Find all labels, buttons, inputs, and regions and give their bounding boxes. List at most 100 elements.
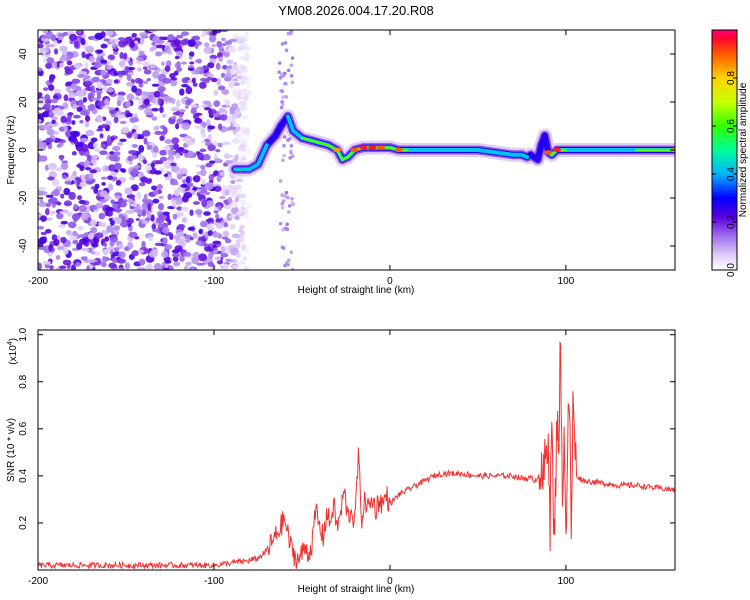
noise-speck xyxy=(100,43,108,49)
spectrogram-ridge xyxy=(228,109,675,177)
noise-speck xyxy=(60,193,65,199)
noise-speck xyxy=(128,149,137,155)
noise-speck xyxy=(40,215,47,222)
noise-speck xyxy=(154,51,163,57)
noise-speck xyxy=(79,120,84,124)
noise-speck xyxy=(63,94,69,102)
noise-speck xyxy=(159,88,164,96)
noise-speck xyxy=(194,43,199,49)
noise-speck xyxy=(138,50,145,56)
noise-speck xyxy=(78,234,87,239)
noise-speck xyxy=(50,210,56,216)
noise-speck xyxy=(96,92,102,100)
noise-speck xyxy=(72,103,78,110)
noise-speck xyxy=(99,198,107,203)
noise-speck xyxy=(60,236,67,244)
noise-speck xyxy=(231,88,240,97)
noise-speck xyxy=(229,224,236,230)
noise-speck xyxy=(38,141,44,148)
noise-speck xyxy=(118,267,125,270)
noise-speck xyxy=(181,31,190,36)
noise-speck xyxy=(284,95,289,99)
noise-speck xyxy=(138,249,144,254)
noise-speck xyxy=(101,182,106,186)
noise-speck xyxy=(174,62,182,69)
noise-speck xyxy=(223,222,229,228)
noise-speck xyxy=(175,170,181,175)
noise-speck xyxy=(174,55,180,60)
noise-speck xyxy=(182,251,192,257)
noise-speck xyxy=(289,149,293,154)
noise-speck xyxy=(245,222,252,229)
noise-speck xyxy=(286,31,291,36)
noise-speck xyxy=(143,98,151,106)
noise-speck xyxy=(152,71,160,79)
noise-speck xyxy=(181,217,188,224)
noise-speck xyxy=(208,108,213,116)
noise-speck xyxy=(79,137,89,143)
noise-speck xyxy=(104,98,110,106)
noise-speck xyxy=(64,68,74,75)
noise-speck xyxy=(180,149,189,154)
noise-speck xyxy=(151,185,158,191)
noise-speck xyxy=(283,263,287,268)
noise-speck xyxy=(138,144,145,153)
noise-speck xyxy=(157,211,163,215)
noise-speck xyxy=(130,184,139,192)
noise-speck xyxy=(105,65,113,70)
noise-speck xyxy=(65,129,73,138)
noise-speck xyxy=(141,240,146,249)
noise-speck xyxy=(38,189,44,197)
noise-speck xyxy=(209,222,214,230)
colorbar-tick-label: 0.4 xyxy=(726,167,737,181)
noise-speck xyxy=(89,219,97,227)
noise-speck xyxy=(177,231,185,237)
spectrogram-noise xyxy=(38,30,295,270)
noise-speck xyxy=(164,45,171,54)
noise-speck xyxy=(233,138,239,144)
noise-speck xyxy=(239,224,245,230)
noise-speck xyxy=(91,108,98,115)
noise-speck xyxy=(53,88,62,94)
noise-speck xyxy=(45,44,50,53)
noise-speck xyxy=(279,105,284,110)
noise-speck xyxy=(135,217,140,222)
noise-speck xyxy=(156,39,165,44)
noise-speck xyxy=(185,176,191,184)
noise-speck xyxy=(91,178,96,183)
noise-speck xyxy=(38,43,44,49)
noise-speck xyxy=(55,255,61,260)
noise-speck xyxy=(216,77,221,86)
snr-background xyxy=(38,330,675,570)
noise-speck xyxy=(119,52,124,59)
spectrogram-y-label: Frequency (Hz) xyxy=(6,116,17,185)
noise-speck xyxy=(107,106,115,111)
noise-speck xyxy=(176,67,183,72)
noise-speck xyxy=(164,244,173,250)
noise-speck xyxy=(78,181,88,188)
noise-speck xyxy=(177,147,185,151)
noise-speck xyxy=(145,264,152,270)
noise-speck xyxy=(238,89,248,95)
noise-speck xyxy=(106,87,114,93)
noise-speck xyxy=(141,209,147,217)
noise-speck xyxy=(131,167,139,175)
noise-speck xyxy=(84,119,90,128)
noise-speck xyxy=(91,242,99,248)
noise-speck xyxy=(170,77,178,81)
noise-speck xyxy=(106,134,112,143)
noise-speck xyxy=(73,203,78,210)
noise-speck xyxy=(235,240,241,248)
y-tick-label: 20 xyxy=(18,96,29,108)
noise-speck xyxy=(136,267,146,270)
noise-speck xyxy=(285,222,289,227)
noise-speck xyxy=(138,182,146,187)
noise-speck xyxy=(68,191,76,200)
noise-speck xyxy=(38,201,47,208)
noise-speck xyxy=(72,114,81,119)
noise-speck xyxy=(76,106,83,112)
noise-speck xyxy=(176,99,181,108)
noise-speck xyxy=(284,82,288,86)
noise-speck xyxy=(99,150,108,156)
noise-speck xyxy=(53,48,59,55)
